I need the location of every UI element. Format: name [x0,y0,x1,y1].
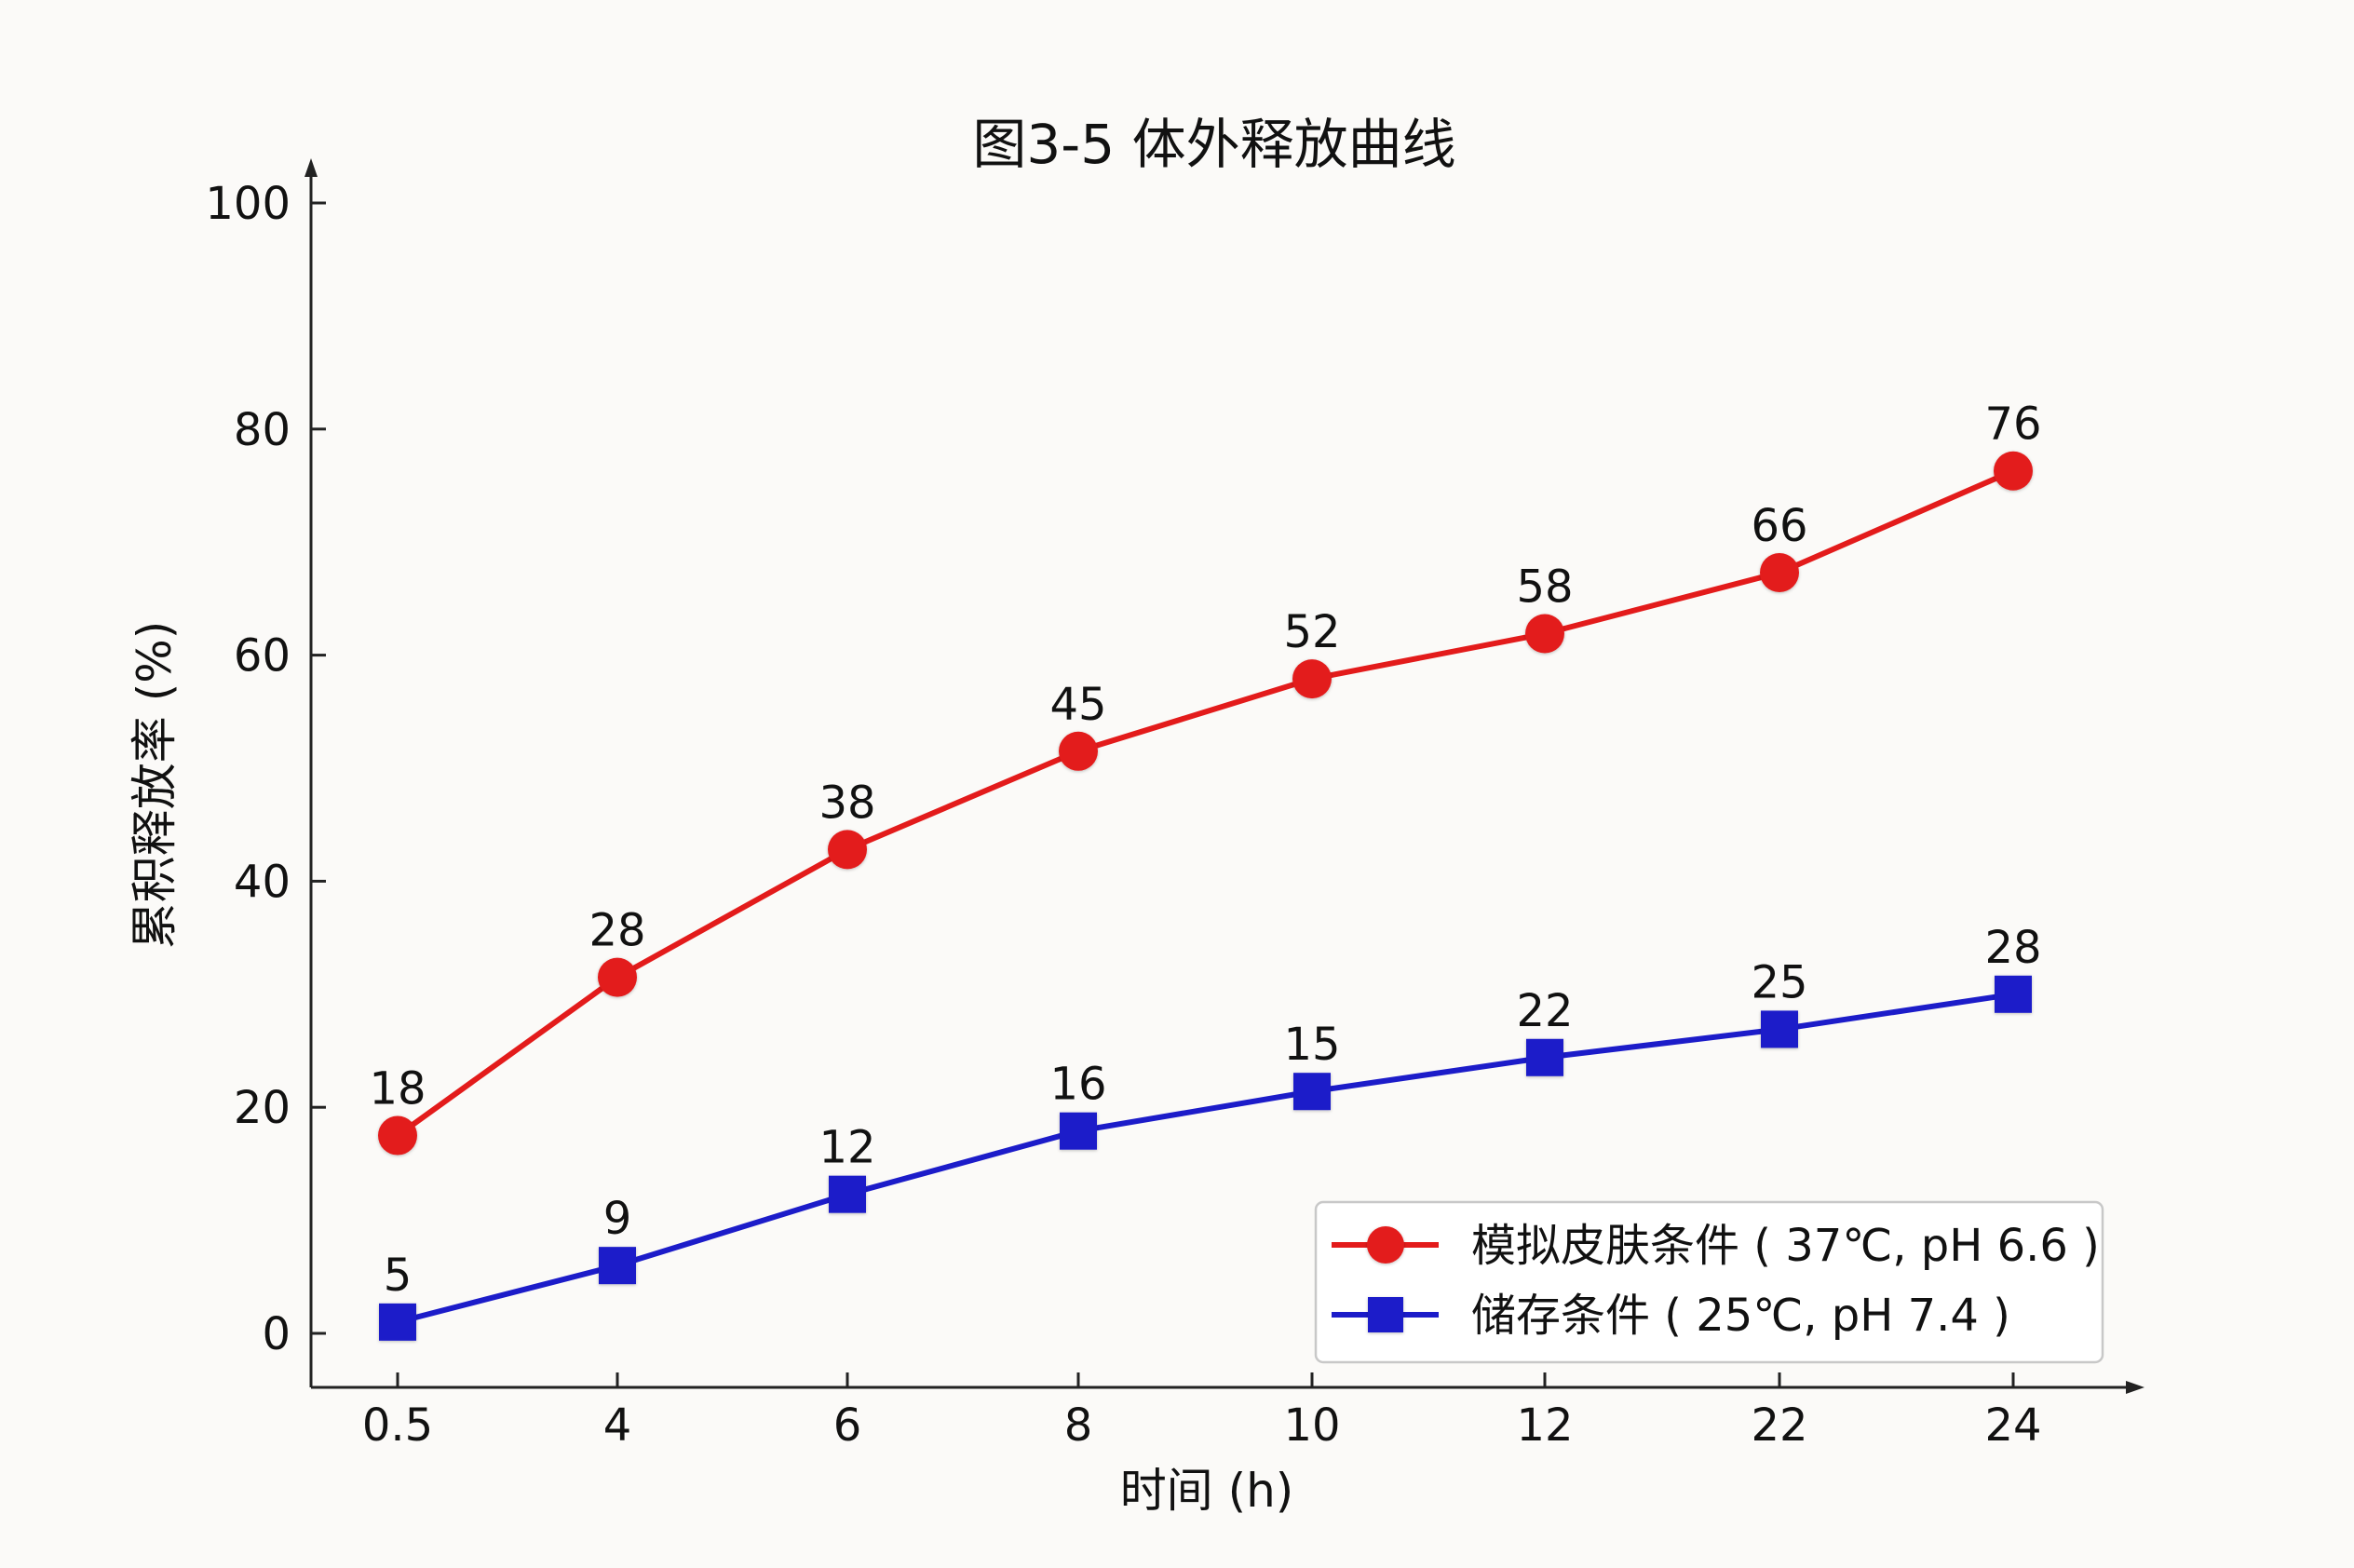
y-tick-label: 80 [234,404,291,456]
data-point [598,957,637,997]
data-point [1525,614,1564,654]
data-point [1526,1038,1563,1076]
y-axis [304,158,318,1387]
x-tick-label: 8 [1064,1399,1093,1452]
x-tick-label: 0.5 [362,1399,433,1452]
data-point [379,1303,416,1341]
legend-entry-storage: 储存条件 ( 25℃, pH 7.4 ) [1332,1290,2010,1342]
data-point [1760,552,1799,592]
y-tick-label: 100 [205,178,291,230]
data-point [1761,1010,1798,1048]
data-label: 76 [1984,399,2041,451]
legend-box [1314,1200,2104,1364]
data-label: 52 [1283,606,1340,658]
x-tick-label: 10 [1283,1399,1340,1452]
legend-label-skin: 模拟皮肤条件 ( 37℃, pH 6.6 ) [1471,1220,2100,1272]
y-tick-label: 60 [234,630,291,683]
x-axis-label: 时间 (h) [1120,1464,1294,1518]
legend-label-storage: 储存条件 ( 25℃, pH 7.4 ) [1471,1290,2010,1342]
data-point [378,1115,417,1156]
data-point [1292,659,1332,699]
data-point [1059,731,1098,771]
data-label: 45 [1049,679,1106,731]
x-tick-label: 22 [1751,1399,1807,1452]
data-point [829,1175,866,1213]
data-label: 58 [1516,561,1573,614]
data-point [1060,1112,1097,1150]
data-label: 9 [603,1193,632,1245]
data-point [828,830,867,870]
y-ticks: 0 20 40 60 80 100 [205,178,326,1360]
x-tick-label: 24 [1984,1399,2041,1452]
chart-title: 图3-5 体外释放曲线 [972,113,1455,176]
series-line-storage [397,991,2014,1325]
data-label: 28 [588,905,645,957]
data-label: 12 [818,1122,875,1174]
data-point [1293,1073,1331,1111]
series-line-skin [396,467,2015,1138]
data-label: 15 [1283,1019,1340,1071]
x-tick-label: 4 [603,1399,632,1452]
x-axis [311,1381,2144,1394]
data-point [1994,451,2033,491]
x-tick-label: 6 [833,1399,862,1452]
y-tick-label: 20 [234,1082,291,1134]
legend: 模拟皮肤条件 ( 37℃, pH 6.6 ) 储存条件 ( 25℃, pH 7.… [1314,1200,2104,1364]
x-ticks: 0.5 4 6 8 10 12 22 24 [362,1372,2042,1452]
legend-marker-skin [1367,1226,1404,1264]
series-layer: 18 28 38 45 52 58 66 76 5 9 12 16 15 22 25 28 [369,399,2042,1341]
data-label: 66 [1751,500,1807,552]
data-label: 25 [1751,956,1807,1008]
data-label: 38 [818,777,875,829]
data-label: 22 [1516,985,1573,1037]
legend-marker-storage [1368,1297,1403,1332]
data-point [599,1247,636,1285]
y-axis-label: 累积释放率 (%) [128,621,182,949]
data-label: 16 [1049,1059,1106,1111]
y-tick-label: 0 [262,1308,291,1360]
x-tick-label: 12 [1516,1399,1573,1452]
series-storage: 5 9 12 16 15 22 25 28 [379,922,2042,1341]
legend-entry-skin: 模拟皮肤条件 ( 37℃, pH 6.6 ) [1332,1220,2100,1272]
y-tick-label: 40 [234,856,291,908]
data-label: 18 [369,1063,426,1115]
data-label: 28 [1984,922,2041,974]
series-skin: 18 28 38 45 52 58 66 76 [369,399,2042,1156]
data-point [1995,975,2032,1013]
data-label: 5 [384,1250,413,1302]
